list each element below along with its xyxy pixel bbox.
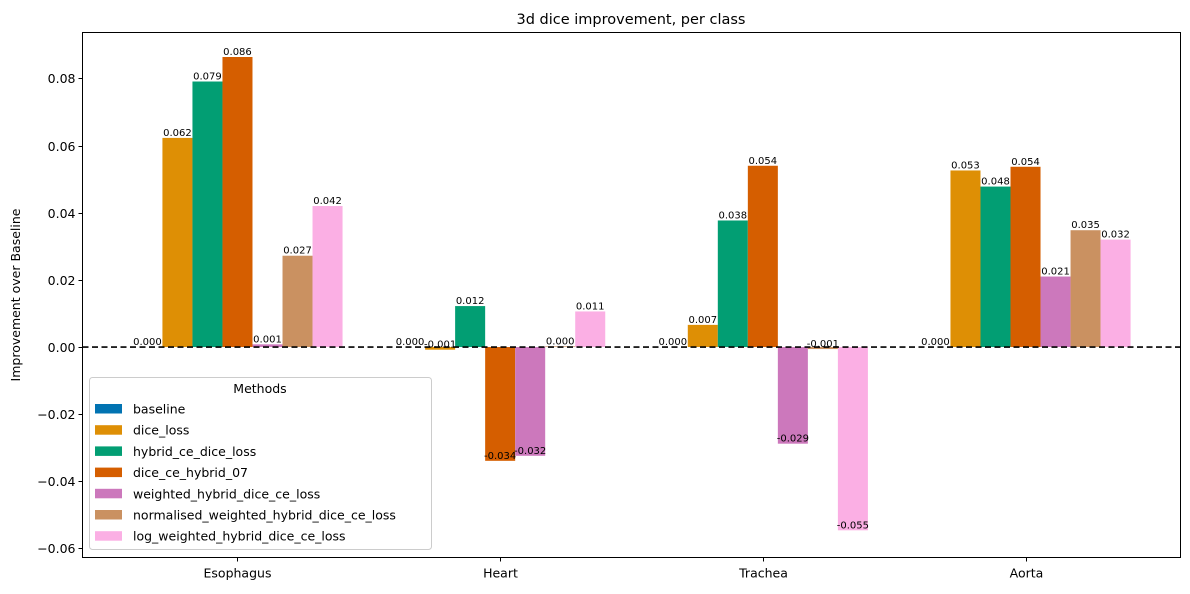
legend-label: baseline [133, 402, 186, 417]
data-label: 0.001 [253, 334, 282, 345]
data-label: 0.035 [1071, 220, 1100, 231]
legend-label: normalised_weighted_hybrid_dice_ce_loss [133, 508, 396, 523]
data-label: -0.001 [807, 339, 839, 350]
legend-swatch-baseline [95, 404, 122, 414]
data-label: 0.042 [313, 196, 342, 207]
data-label: 0.021 [1041, 267, 1070, 278]
y-axis: −0.06 −0.04 −0.02 0.00 0.02 0.04 0.06 0.08 [37, 71, 82, 556]
data-label: 0.000 [133, 337, 162, 348]
bar-normalised_weighted_hybrid_dice_ce_loss-esophagus [283, 256, 313, 347]
data-label: -0.055 [837, 520, 869, 531]
y-tick-label: 0.06 [48, 139, 76, 154]
bar-dice_loss-trachea [688, 325, 718, 347]
y-axis-label: Improvement over Baseline [8, 208, 23, 381]
bar-dice_loss-esophagus [162, 138, 192, 347]
bar-weighted_hybrid_dice_ce_loss-trachea [778, 347, 808, 444]
legend-label: weighted_hybrid_dice_ce_loss [133, 486, 320, 501]
legend-swatch-dice_ce_hybrid_07 [95, 468, 122, 478]
data-label: 0.079 [193, 72, 222, 83]
legend-swatch-log_weighted_hybrid_dice_ce_loss [95, 531, 122, 541]
bar-hybrid_ce_dice_loss-esophagus [192, 82, 222, 348]
data-label: 0.032 [1101, 230, 1130, 241]
bar-hybrid_ce_dice_loss-trachea [718, 220, 748, 347]
y-tick-label: 0.04 [48, 206, 76, 221]
bar-hybrid_ce_dice_loss-aorta [980, 187, 1010, 347]
legend-label: dice_ce_hybrid_07 [133, 465, 248, 480]
legend-swatch-weighted_hybrid_dice_ce_loss [95, 489, 122, 499]
bar-dice_ce_hybrid_07-trachea [748, 166, 778, 347]
bar-log_weighted_hybrid_dice_ce_loss-esophagus [313, 206, 343, 347]
y-tick-label: 0.02 [48, 273, 76, 288]
data-label: -0.032 [514, 446, 546, 457]
bar-log_weighted_hybrid_dice_ce_loss-aorta [1101, 240, 1131, 347]
bar-dice_ce_hybrid_07-heart [485, 347, 515, 461]
data-label: 0.054 [749, 156, 778, 167]
bar-log_weighted_hybrid_dice_ce_loss-trachea [838, 347, 868, 530]
data-label: 0.000 [546, 336, 575, 347]
legend-label: log_weighted_hybrid_dice_ce_loss [133, 529, 346, 544]
bar-weighted_hybrid_dice_ce_loss-aorta [1041, 277, 1071, 347]
y-tick-label: −0.02 [37, 407, 75, 422]
legend-title: Methods [233, 381, 286, 396]
data-label: 0.038 [718, 210, 747, 221]
x-tick-label: Aorta [1010, 566, 1044, 581]
data-label: 0.011 [576, 301, 605, 312]
y-tick-label: −0.04 [37, 474, 75, 489]
legend-label: dice_loss [133, 423, 189, 438]
legend-label: hybrid_ce_dice_loss [133, 444, 256, 459]
data-label: -0.034 [484, 451, 516, 462]
data-label: 0.062 [163, 128, 192, 139]
data-label: 0.053 [951, 160, 980, 171]
y-tick-label: 0.00 [48, 340, 76, 355]
bar-dice_loss-aorta [950, 170, 980, 347]
bar-dice_ce_hybrid_07-aorta [1011, 167, 1041, 347]
x-tick-label: Esophagus [204, 566, 272, 581]
y-tick-label: 0.08 [48, 71, 76, 86]
bar-weighted_hybrid_dice_ce_loss-heart [515, 347, 545, 456]
data-label: 0.027 [283, 246, 312, 257]
data-label: -0.001 [424, 340, 456, 351]
data-label: 0.054 [1011, 157, 1040, 168]
legend-swatch-normalised_weighted_hybrid_dice_ce_loss [95, 510, 122, 520]
data-label: 0.086 [223, 47, 252, 58]
data-label: 0.000 [921, 337, 950, 348]
x-axis: Esophagus Heart Trachea Aorta [204, 558, 1044, 581]
chart-title: 3d dice improvement, per class [517, 12, 746, 28]
data-label: 0.012 [456, 296, 485, 307]
x-tick-label: Heart [483, 566, 518, 581]
bar-log_weighted_hybrid_dice_ce_loss-heart [575, 311, 605, 347]
x-tick-label: Trachea [738, 566, 788, 581]
data-label: 0.007 [688, 315, 717, 326]
bar-normalised_weighted_hybrid_dice_ce_loss-aorta [1071, 230, 1101, 347]
bar-hybrid_ce_dice_loss-heart [455, 306, 485, 347]
bar-dice_ce_hybrid_07-esophagus [222, 57, 252, 347]
y-tick-label: −0.06 [37, 541, 75, 556]
legend-swatch-hybrid_ce_dice_loss [95, 446, 122, 456]
legend-swatch-dice_loss [95, 425, 122, 435]
data-label: 0.048 [981, 177, 1010, 188]
data-label: -0.029 [777, 434, 809, 445]
legend: Methods baseline dice_loss hybrid_ce_dice_… [90, 378, 432, 550]
